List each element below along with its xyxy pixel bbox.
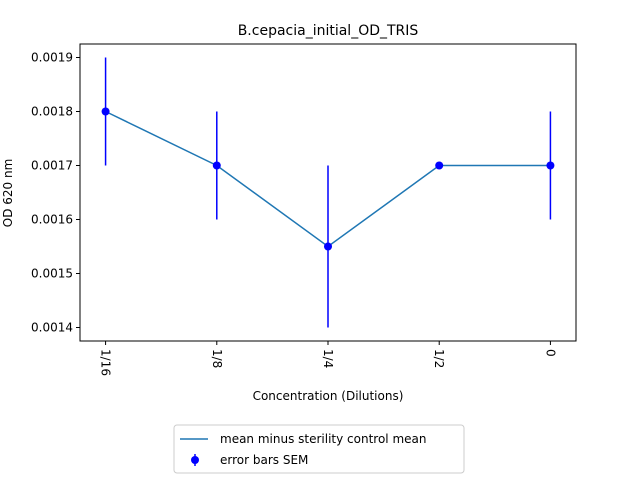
axes-frame [79, 43, 577, 342]
x-tick-label: 1/16 [99, 349, 113, 376]
x-tick-label: 1/2 [432, 349, 446, 368]
chart-title: B.cepacia_initial_OD_TRIS [238, 23, 419, 39]
x-axis-label: Concentration (Dilutions) [253, 389, 404, 403]
x-tick-label: 1/4 [321, 349, 335, 368]
data-point [324, 242, 332, 251]
legend-frame [173, 424, 465, 474]
data-point [546, 161, 555, 170]
y-tick-label: 0.0018 [31, 105, 73, 119]
data-point [435, 161, 444, 170]
y-tick-label: 0.0014 [31, 321, 73, 335]
data-point [212, 161, 221, 170]
plot-area: 0.0014 0.0015 0.0016 0.0017 0.0018 0.0019 1/16… [31, 43, 577, 376]
y-tick-label: 0.0015 [31, 267, 73, 281]
y-tick-label: 0.0017 [31, 159, 73, 173]
legend-label-mean: mean minus sterility control mean [220, 432, 426, 446]
legend-label-sem: error bars SEM [220, 453, 308, 467]
legend-marker-swatch [191, 456, 199, 464]
x-tick-label: 0 [543, 349, 557, 357]
y-tick-label: 0.0019 [31, 51, 73, 65]
y-tick-label: 0.0016 [31, 213, 73, 227]
data-point [101, 107, 110, 116]
y-axis-label: OD 620 nm [1, 159, 15, 228]
x-tick-label: 1/8 [210, 349, 224, 368]
legend: mean minus sterility control mean error … [173, 424, 465, 474]
